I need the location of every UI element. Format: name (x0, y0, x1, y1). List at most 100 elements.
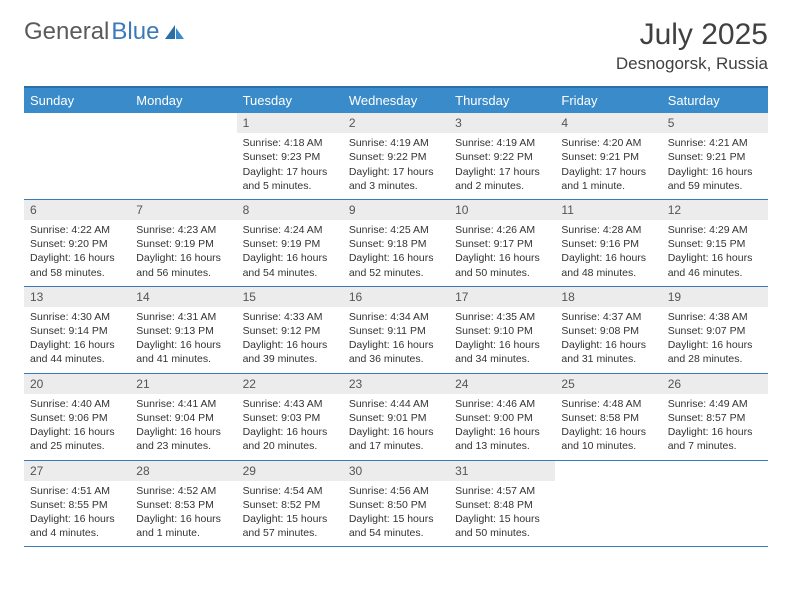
day-number: 25 (555, 374, 661, 394)
day-body: Sunrise: 4:35 AMSunset: 9:10 PMDaylight:… (449, 307, 555, 373)
daylight-line: Daylight: 16 hours and 34 minutes. (455, 338, 549, 366)
daylight-line: Daylight: 16 hours and 28 minutes. (668, 338, 762, 366)
daylight-line: Daylight: 16 hours and 1 minute. (136, 512, 230, 540)
day-number: 8 (237, 200, 343, 220)
day-number: 14 (130, 287, 236, 307)
sunrise-line: Sunrise: 4:57 AM (455, 484, 549, 498)
day-body: Sunrise: 4:22 AMSunset: 9:20 PMDaylight:… (24, 220, 130, 286)
daylight-line: Daylight: 16 hours and 59 minutes. (668, 165, 762, 193)
day-number: 27 (24, 461, 130, 481)
month-title: July 2025 (616, 18, 768, 52)
weekday-header: Sunday (24, 88, 130, 113)
daylight-line: Daylight: 15 hours and 57 minutes. (243, 512, 337, 540)
day-number: 30 (343, 461, 449, 481)
daylight-line: Daylight: 17 hours and 3 minutes. (349, 165, 443, 193)
sunrise-line: Sunrise: 4:46 AM (455, 397, 549, 411)
sunset-line: Sunset: 8:58 PM (561, 411, 655, 425)
calendar-day: 10Sunrise: 4:26 AMSunset: 9:17 PMDayligh… (449, 200, 555, 286)
calendar-week-row: 6Sunrise: 4:22 AMSunset: 9:20 PMDaylight… (24, 200, 768, 287)
calendar-day: 31Sunrise: 4:57 AMSunset: 8:48 PMDayligh… (449, 461, 555, 547)
sunset-line: Sunset: 9:08 PM (561, 324, 655, 338)
daylight-line: Daylight: 16 hours and 44 minutes. (30, 338, 124, 366)
sunset-line: Sunset: 9:21 PM (561, 150, 655, 164)
calendar-day: . (24, 113, 130, 199)
weekday-header: Thursday (449, 88, 555, 113)
calendar-day: 13Sunrise: 4:30 AMSunset: 9:14 PMDayligh… (24, 287, 130, 373)
daylight-line: Daylight: 16 hours and 58 minutes. (30, 251, 124, 279)
sunrise-line: Sunrise: 4:40 AM (30, 397, 124, 411)
sunrise-line: Sunrise: 4:31 AM (136, 310, 230, 324)
calendar-day: 1Sunrise: 4:18 AMSunset: 9:23 PMDaylight… (237, 113, 343, 199)
sunrise-line: Sunrise: 4:33 AM (243, 310, 337, 324)
calendar-week-row: 20Sunrise: 4:40 AMSunset: 9:06 PMDayligh… (24, 374, 768, 461)
sunset-line: Sunset: 9:13 PM (136, 324, 230, 338)
sunrise-line: Sunrise: 4:25 AM (349, 223, 443, 237)
sunrise-line: Sunrise: 4:44 AM (349, 397, 443, 411)
sunrise-line: Sunrise: 4:35 AM (455, 310, 549, 324)
sunset-line: Sunset: 9:12 PM (243, 324, 337, 338)
daylight-line: Daylight: 16 hours and 13 minutes. (455, 425, 549, 453)
calendar-day: 25Sunrise: 4:48 AMSunset: 8:58 PMDayligh… (555, 374, 661, 460)
weekday-header: Friday (555, 88, 661, 113)
calendar-day: 28Sunrise: 4:52 AMSunset: 8:53 PMDayligh… (130, 461, 236, 547)
calendar-day: . (555, 461, 661, 547)
calendar-day: 11Sunrise: 4:28 AMSunset: 9:16 PMDayligh… (555, 200, 661, 286)
daylight-line: Daylight: 16 hours and 36 minutes. (349, 338, 443, 366)
sunset-line: Sunset: 9:23 PM (243, 150, 337, 164)
day-body: Sunrise: 4:28 AMSunset: 9:16 PMDaylight:… (555, 220, 661, 286)
calendar-day: 5Sunrise: 4:21 AMSunset: 9:21 PMDaylight… (662, 113, 768, 199)
daylight-line: Daylight: 15 hours and 54 minutes. (349, 512, 443, 540)
day-number: 17 (449, 287, 555, 307)
calendar-day: 24Sunrise: 4:46 AMSunset: 9:00 PMDayligh… (449, 374, 555, 460)
title-block: July 2025 Desnogorsk, Russia (616, 18, 768, 74)
day-body: Sunrise: 4:30 AMSunset: 9:14 PMDaylight:… (24, 307, 130, 373)
day-number: 15 (237, 287, 343, 307)
weekday-header: Monday (130, 88, 236, 113)
sunset-line: Sunset: 8:50 PM (349, 498, 443, 512)
day-body: Sunrise: 4:25 AMSunset: 9:18 PMDaylight:… (343, 220, 449, 286)
sunrise-line: Sunrise: 4:41 AM (136, 397, 230, 411)
sunrise-line: Sunrise: 4:37 AM (561, 310, 655, 324)
calendar-day: . (662, 461, 768, 547)
day-body: Sunrise: 4:18 AMSunset: 9:23 PMDaylight:… (237, 133, 343, 199)
calendar-day: 20Sunrise: 4:40 AMSunset: 9:06 PMDayligh… (24, 374, 130, 460)
calendar-day: 27 Sunrise: 4:51 AMSunset: 8:55 PMDayligh… (24, 461, 130, 547)
daylight-line: Daylight: 15 hours and 50 minutes. (455, 512, 549, 540)
calendar-day: 7Sunrise: 4:23 AMSunset: 9:19 PMDaylight… (130, 200, 236, 286)
calendar-day: 17Sunrise: 4:35 AMSunset: 9:10 PMDayligh… (449, 287, 555, 373)
day-number: 16 (343, 287, 449, 307)
calendar-day: 3Sunrise: 4:19 AMSunset: 9:22 PMDaylight… (449, 113, 555, 199)
sunrise-line: Sunrise: 4:23 AM (136, 223, 230, 237)
day-body: Sunrise: 4:20 AMSunset: 9:21 PMDaylight:… (555, 133, 661, 199)
day-number: 9 (343, 200, 449, 220)
calendar-day: 26Sunrise: 4:49 AMSunset: 8:57 PMDayligh… (662, 374, 768, 460)
sunrise-line: Sunrise: 4:38 AM (668, 310, 762, 324)
daylight-line: Daylight: 16 hours and 4 minutes. (30, 512, 124, 540)
day-number: 10 (449, 200, 555, 220)
weekday-header: Saturday (662, 88, 768, 113)
sunrise-line: Sunrise: 4:28 AM (561, 223, 655, 237)
day-body: Sunrise: 4:57 AMSunset: 8:48 PMDaylight:… (449, 481, 555, 547)
sunset-line: Sunset: 9:01 PM (349, 411, 443, 425)
day-body: Sunrise: 4:38 AMSunset: 9:07 PMDaylight:… (662, 307, 768, 373)
daylight-line: Daylight: 16 hours and 56 minutes. (136, 251, 230, 279)
day-body: Sunrise: 4:23 AMSunset: 9:19 PMDaylight:… (130, 220, 236, 286)
sunset-line: Sunset: 9:07 PM (668, 324, 762, 338)
sunset-line: Sunset: 9:14 PM (30, 324, 124, 338)
calendar-day: 19Sunrise: 4:38 AMSunset: 9:07 PMDayligh… (662, 287, 768, 373)
day-number: 20 (24, 374, 130, 394)
calendar-day: 29Sunrise: 4:54 AMSunset: 8:52 PMDayligh… (237, 461, 343, 547)
daylight-line: Daylight: 17 hours and 2 minutes. (455, 165, 549, 193)
daylight-line: Daylight: 16 hours and 20 minutes. (243, 425, 337, 453)
daylight-line: Daylight: 17 hours and 5 minutes. (243, 165, 337, 193)
sunrise-line: Sunrise: 4:51 AM (30, 484, 124, 498)
sunset-line: Sunset: 9:20 PM (30, 237, 124, 251)
sunrise-line: Sunrise: 4:19 AM (455, 136, 549, 150)
day-number: 3 (449, 113, 555, 133)
sunset-line: Sunset: 8:53 PM (136, 498, 230, 512)
day-number: 23 (343, 374, 449, 394)
sunset-line: Sunset: 8:55 PM (30, 498, 124, 512)
calendar-week-row: ..1Sunrise: 4:18 AMSunset: 9:23 PMDaylig… (24, 113, 768, 200)
calendar-weeks: .. 1Sunrise: 4:18 AMSunset: 9:23 PMDaylig… (24, 113, 768, 547)
sunset-line: Sunset: 9:11 PM (349, 324, 443, 338)
